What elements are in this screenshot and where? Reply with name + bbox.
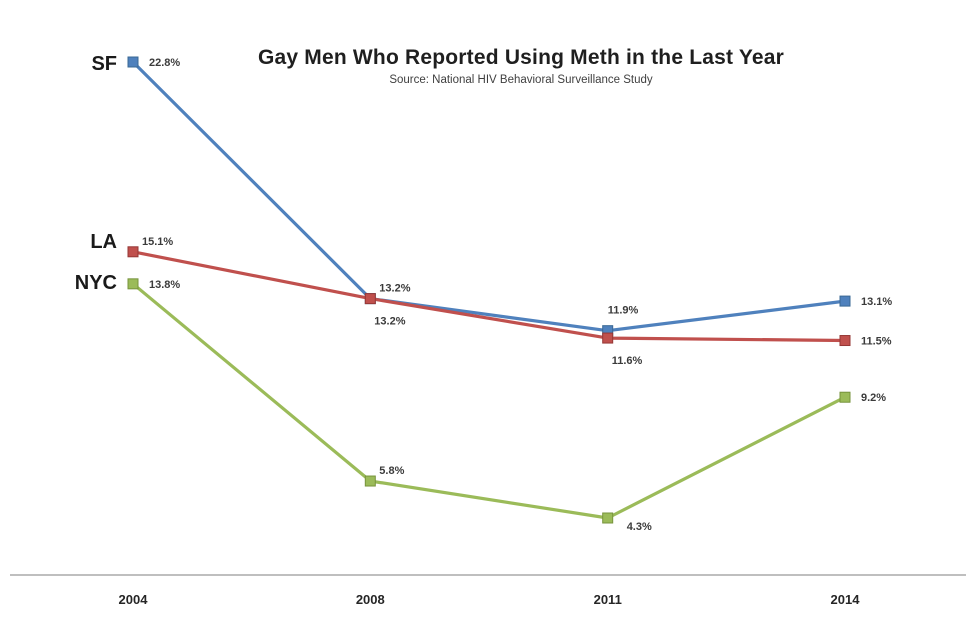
value-label-NYC-2014: 9.2%	[861, 392, 886, 404]
value-label-LA-2008: 13.2%	[374, 316, 405, 328]
marker-LA-2008	[364, 293, 376, 305]
value-label-NYC-2011: 4.3%	[627, 521, 652, 533]
marker-SF-2014	[839, 295, 851, 307]
x-axis-label-2011: 2011	[594, 592, 622, 607]
value-label-LA-2011: 11.6%	[612, 355, 643, 367]
marker-NYC-2004	[127, 278, 139, 290]
value-label-NYC-2008: 5.8%	[379, 465, 404, 477]
x-axis-label-2004: 2004	[119, 592, 149, 607]
marker-SF-2004	[127, 56, 139, 68]
series-line-NYC	[131, 282, 847, 520]
value-label-SF-2014: 13.1%	[861, 296, 892, 308]
x-axis-label-2014: 2014	[831, 592, 861, 607]
marker-NYC-2008	[364, 475, 376, 487]
marker-LA-2014	[839, 335, 851, 347]
series-name-label-LA: LA	[90, 231, 117, 253]
series-name-label-NYC: NYC	[75, 272, 117, 294]
value-label-LA-2004: 15.1%	[142, 236, 173, 248]
x-axis-label-2008: 2008	[356, 592, 385, 607]
value-label-SF-2011: 11.9%	[608, 305, 639, 317]
value-label-SF-2008: 13.2%	[379, 283, 410, 295]
marker-LA-2004	[127, 246, 139, 258]
value-label-SF-2004: 22.8%	[149, 57, 180, 69]
marker-LA-2011	[602, 332, 614, 344]
series-line-SF	[131, 60, 847, 333]
value-label-LA-2014: 11.5%	[861, 336, 892, 348]
marker-NYC-2011	[602, 512, 614, 524]
series-line-LA	[131, 250, 847, 343]
value-label-NYC-2004: 13.8%	[149, 279, 180, 291]
series-name-label-SF: SF	[91, 53, 117, 75]
marker-NYC-2014	[839, 391, 851, 403]
